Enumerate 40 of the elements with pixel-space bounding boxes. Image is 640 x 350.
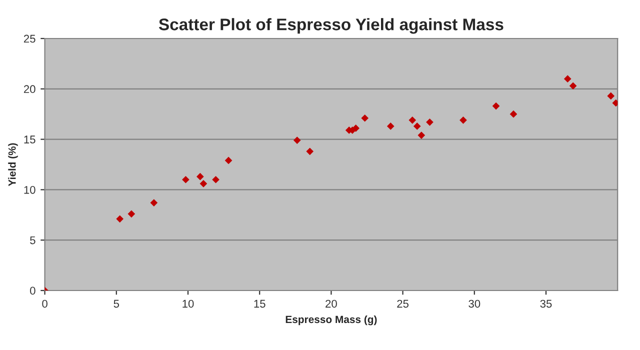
point xyxy=(128,210,136,218)
y-tick-label: 15 xyxy=(24,136,36,144)
point xyxy=(564,75,572,82)
point xyxy=(408,116,416,124)
point xyxy=(150,199,158,206)
point xyxy=(413,122,421,130)
x-tick-label: 20 xyxy=(326,300,337,308)
point xyxy=(569,82,577,90)
y-tick-label: 25 xyxy=(24,34,36,43)
x-tick-label: 5 xyxy=(114,300,120,308)
point xyxy=(116,215,124,223)
x-tick-label: 15 xyxy=(254,300,266,308)
x-tick-label: 10 xyxy=(182,300,194,308)
x-tick-label: 30 xyxy=(468,300,480,308)
x-tick-label: 0 xyxy=(42,300,48,308)
y-tick-label: 5 xyxy=(30,236,36,244)
point xyxy=(361,114,369,122)
point xyxy=(224,156,232,164)
y-tick-label: 0 xyxy=(30,286,36,295)
chart-title: Scatter Plot of Espresso Yield against Mass xyxy=(158,18,504,34)
x-tick-label: 35 xyxy=(540,300,552,308)
point xyxy=(426,118,434,126)
point xyxy=(386,122,394,130)
point xyxy=(212,176,220,184)
point xyxy=(200,180,208,188)
point xyxy=(460,116,467,124)
point xyxy=(492,102,500,110)
x-tick-label: 25 xyxy=(397,300,409,308)
y-tick-label: 10 xyxy=(24,186,36,194)
point xyxy=(182,176,190,184)
point xyxy=(196,172,204,180)
y-tick-label: 20 xyxy=(24,85,36,94)
x-axis-title: Espresso Mass (g) xyxy=(286,315,377,326)
point xyxy=(352,124,360,132)
point xyxy=(418,132,426,139)
point xyxy=(306,148,314,156)
y-axis-title: Yield (%) xyxy=(8,143,18,186)
point xyxy=(293,136,301,144)
point xyxy=(510,110,518,118)
point xyxy=(607,92,615,100)
